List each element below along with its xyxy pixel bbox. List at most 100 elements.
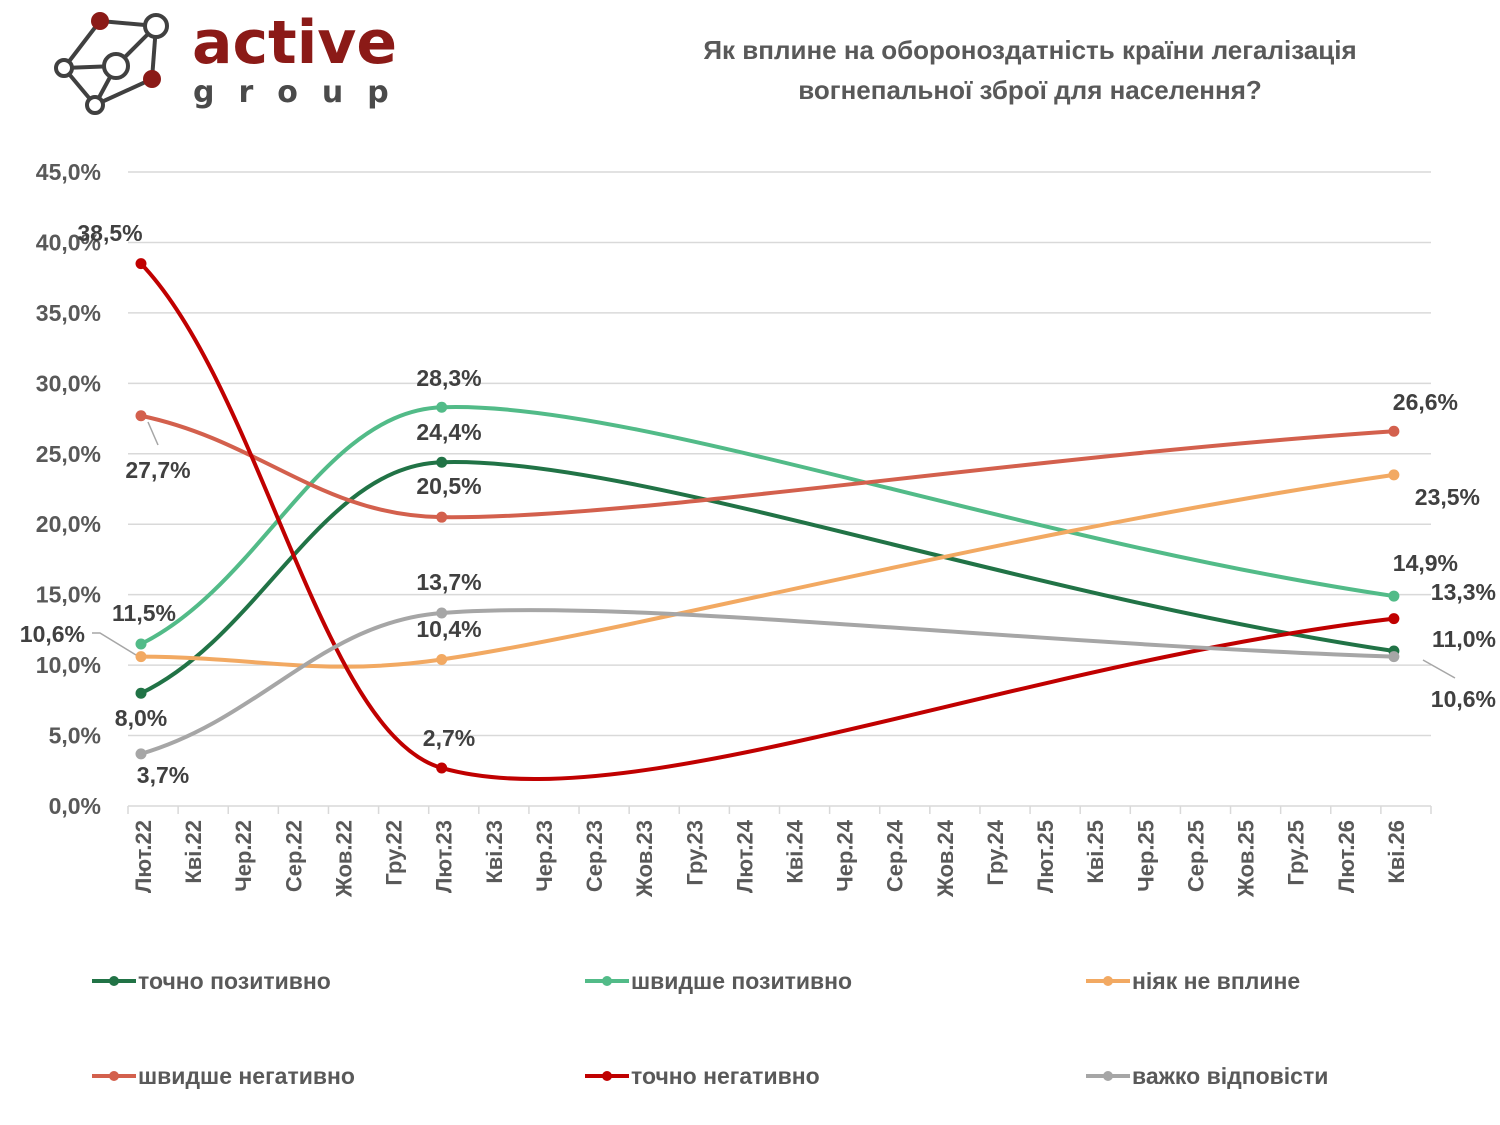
legend-item: швидше позитивно (585, 966, 852, 996)
x-tick-label: Сер.25 (1183, 820, 1208, 892)
x-tick-label: Лют.24 (732, 819, 757, 893)
data-label: 20,5% (416, 473, 481, 499)
label-leader-lines (92, 421, 1456, 679)
legend-item: швидше негативно (92, 1061, 355, 1091)
y-tick-label: 10,0% (36, 652, 101, 678)
y-tick-label: 20,0% (36, 511, 101, 537)
data-label: 13,3% (1431, 579, 1496, 605)
leader-line (1422, 659, 1456, 679)
legend-swatch-icon (585, 1069, 629, 1083)
legend-item: ніяк не вплине (1086, 966, 1300, 996)
y-tick-label: 25,0% (36, 441, 101, 467)
data-label: 26,6% (1393, 389, 1458, 415)
x-tick-label: Сер.24 (883, 819, 908, 892)
logo-subtitle: group (193, 75, 413, 110)
series-4-point (436, 762, 448, 774)
y-tick-label: 30,0% (36, 370, 101, 396)
data-label: 28,3% (416, 365, 481, 391)
legend-item: важко відповісти (1086, 1061, 1328, 1091)
leader-line (147, 421, 159, 446)
x-tick-label: Гру.24 (983, 819, 1008, 885)
series-0-point (436, 456, 448, 468)
legend-swatch-icon (92, 1069, 136, 1083)
y-tick-label: 0,0% (49, 793, 101, 819)
x-tick-label: Лют.22 (131, 820, 156, 893)
series-1-point (436, 401, 448, 413)
series-1-point (135, 638, 147, 650)
chart-title-line-2: вогнепальної зброї для населення? (798, 75, 1262, 105)
series-4-point (1388, 613, 1400, 625)
active-group-logo: active group (50, 8, 410, 118)
legend-swatch-icon (92, 974, 136, 988)
legend-label: швидше негативно (138, 1062, 355, 1089)
series-3-point (436, 511, 448, 523)
legend-swatch-icon (1086, 1069, 1130, 1083)
y-tick-label: 35,0% (36, 300, 101, 326)
series-1-line (139, 405, 1396, 646)
x-tick-label: Сер.22 (281, 820, 306, 892)
data-label: 10,6% (1431, 686, 1496, 712)
x-tick-label: Лют.25 (1033, 820, 1058, 893)
chart-title: Як вплине на обороноздатність країни лег… (560, 30, 1500, 110)
legend-swatch-icon (1086, 974, 1130, 988)
data-label: 10,4% (416, 616, 481, 642)
x-tick-label: Лют.26 (1334, 820, 1359, 893)
data-labels: 8,0% 24,4% 11,0% 11,5% 28,3% 14,9% 10,6% 10,4% 2… (20, 220, 1496, 788)
legend-swatch-icon (585, 974, 629, 988)
data-label: 13,7% (416, 569, 481, 595)
x-tick-label: Кві.23 (482, 820, 507, 884)
x-tick-label: Чер.25 (1133, 820, 1158, 892)
y-tick-label: 15,0% (36, 582, 101, 608)
x-tick-label: Жов.22 (331, 820, 356, 898)
data-label: 11,0% (1432, 626, 1496, 652)
legend-item: точно позитивно (92, 966, 331, 996)
legend-label: ніяк не вплине (1132, 967, 1301, 994)
x-tick-label: Кві.22 (181, 820, 206, 884)
legend-label: точно позитивно (138, 967, 331, 994)
y-tick-label: 5,0% (49, 723, 101, 749)
data-label: 23,5% (1415, 484, 1480, 510)
series-4-line (139, 261, 1396, 781)
x-tick-label: Лют.23 (432, 820, 457, 893)
x-tick-label: Кві.24 (783, 819, 808, 883)
series-0-point (135, 687, 147, 699)
y-axis: 0,0% 5,0% 10,0% 15,0% 20,0% 25,0% 30,0% 35,0% 40… (36, 159, 101, 819)
series-5-point (436, 607, 448, 619)
chart-title-line-1: Як вплине на обороноздатність країни лег… (703, 35, 1357, 65)
series-5-line (139, 608, 1396, 756)
data-label: 38,5% (77, 220, 142, 246)
legend-item: точно негативно (585, 1061, 820, 1091)
x-tick-label: Чер.22 (231, 820, 256, 892)
gridlines (128, 171, 1431, 807)
data-label: 3,7% (137, 762, 189, 788)
data-label: 2,7% (423, 725, 475, 751)
series-3-point (1388, 425, 1400, 437)
x-tick-label: Кві.26 (1384, 820, 1409, 884)
series-3-point (135, 410, 147, 422)
data-label: 14,9% (1393, 550, 1458, 576)
x-tick-label: Гру.25 (1284, 820, 1309, 886)
data-label: 10,6% (20, 621, 85, 647)
legend-label: точно негативно (631, 1062, 820, 1089)
legend-label: швидше позитивно (631, 967, 853, 994)
data-label: 27,7% (125, 457, 190, 483)
leader-line (92, 632, 137, 656)
x-tick-label: Гру.22 (382, 820, 407, 886)
series-points (135, 258, 1400, 774)
series-2-point (436, 653, 448, 665)
x-tick-label: Жов.23 (632, 820, 657, 898)
x-tick-label: Кві.25 (1083, 820, 1108, 884)
x-tick-label: Чер.24 (833, 819, 858, 891)
series-5-point (1388, 651, 1400, 663)
data-label: 11,5% (112, 600, 176, 626)
x-tick-label: Чер.23 (532, 820, 557, 892)
series-2-point (1388, 469, 1400, 481)
data-label: 8,0% (115, 705, 167, 731)
series-0-line (139, 460, 1396, 696)
x-tick-label: Сер.23 (582, 820, 607, 892)
series-lines (139, 261, 1396, 781)
logo-wordmark: active (192, 8, 398, 78)
series-4-point (135, 258, 147, 270)
x-tick-label: Жов.24 (933, 819, 958, 898)
